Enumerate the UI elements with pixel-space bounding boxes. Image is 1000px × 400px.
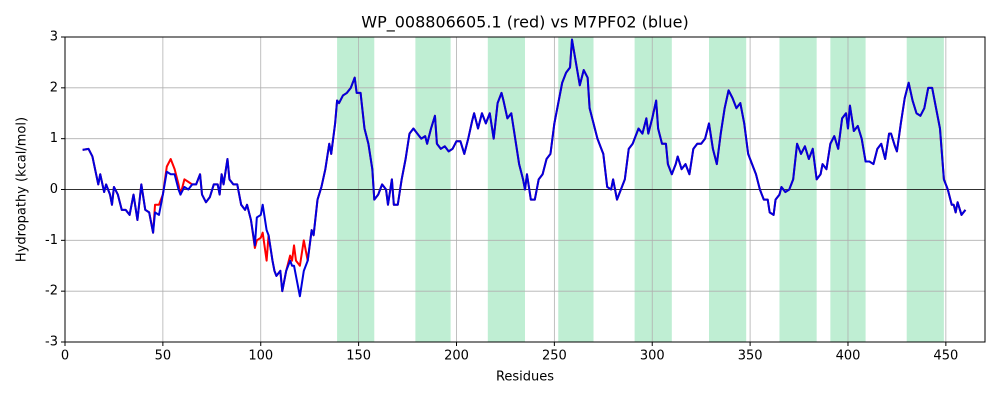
x-axis-label: Residues bbox=[496, 370, 554, 385]
plot-frame bbox=[64, 36, 986, 343]
y-axis-label: Hydropathy (kcal/mol) bbox=[15, 117, 30, 262]
chart-title: WP_008806605.1 (red) vs M7PF02 (blue) bbox=[361, 13, 688, 33]
x-tick-label: 200 bbox=[444, 349, 469, 364]
y-tick-label: 1 bbox=[50, 131, 58, 146]
x-tick-label: 400 bbox=[836, 349, 861, 364]
x-tick-label: 300 bbox=[640, 349, 665, 364]
series-line bbox=[82, 38, 967, 298]
y-tick-label: -3 bbox=[45, 335, 58, 350]
x-tick-label: 100 bbox=[248, 349, 273, 364]
y-tick-label: 3 bbox=[50, 30, 58, 45]
x-tick-label: 250 bbox=[542, 349, 567, 364]
y-tick-label: 2 bbox=[50, 80, 58, 95]
y-tick-label: -2 bbox=[45, 284, 58, 299]
x-tick-label: 350 bbox=[738, 349, 763, 364]
x-tick-label: 50 bbox=[155, 349, 172, 364]
x-tick-label: 450 bbox=[933, 349, 958, 364]
x-tick-label: 0 bbox=[61, 349, 69, 364]
x-tick-label: 150 bbox=[346, 349, 371, 364]
y-tick-label: -1 bbox=[45, 233, 58, 248]
y-tick-label: 0 bbox=[50, 182, 58, 197]
